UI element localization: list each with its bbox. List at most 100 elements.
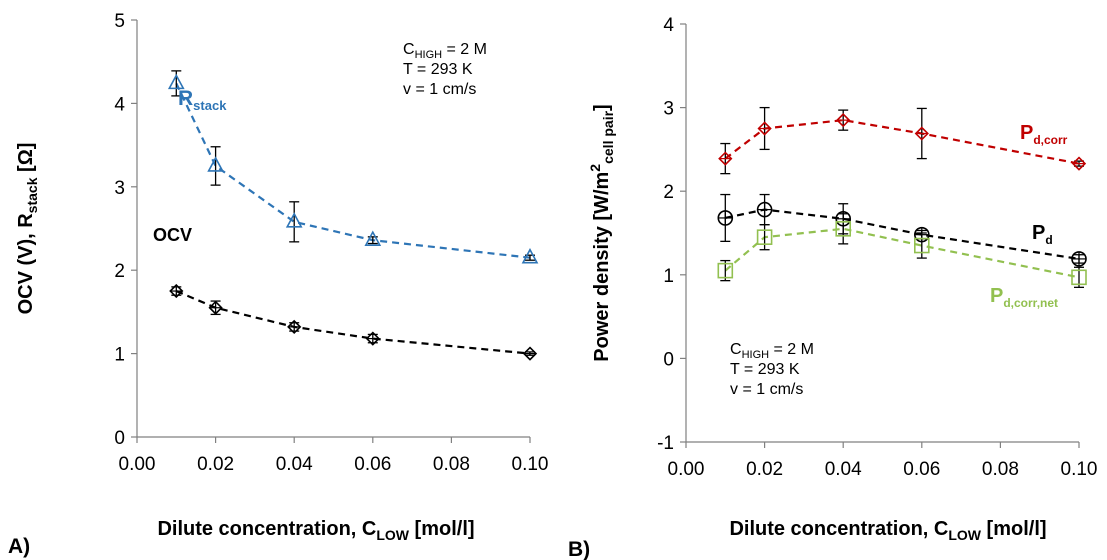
triangle-marker <box>207 156 224 172</box>
y-tick-label: 3 <box>114 178 125 199</box>
x-tick-label: 0.08 <box>433 454 470 475</box>
diamond-marker <box>287 319 302 335</box>
series-label: OCV <box>153 225 192 245</box>
square-marker <box>717 262 734 279</box>
series-0: Pd,corr <box>718 106 1087 175</box>
data-point <box>1071 269 1087 286</box>
x-tick-label: 0.00 <box>119 454 156 475</box>
x-tick-label: 0.06 <box>903 459 940 480</box>
series-label: Pd <box>1032 222 1053 247</box>
series-line <box>175 82 531 259</box>
series-2: Pd,corr,net <box>717 213 1087 310</box>
chart-panel-a: 0 1 2 3 4 5 0.00 0.02 0.04 0.06 0.08 0.10 Dilute con… <box>8 11 548 558</box>
data-point <box>167 73 185 90</box>
panel-label: B) <box>568 538 590 560</box>
panel-label: A) <box>8 535 30 558</box>
data-point <box>169 283 184 299</box>
square-marker <box>756 229 773 245</box>
triangle-marker <box>285 212 303 228</box>
y-axis-label: Power density [W/m2cell pair] <box>587 104 616 361</box>
diamond-marker <box>718 151 733 166</box>
error-bar <box>210 146 221 186</box>
data-point <box>521 248 539 264</box>
y-tick-label: 5 <box>114 11 125 32</box>
data-point <box>717 210 734 226</box>
data-point <box>287 319 302 335</box>
data-point <box>756 229 773 245</box>
x-axis-label: Dilute concentration, CLOW [mol/l] <box>729 518 1046 543</box>
diamond-marker <box>757 121 772 136</box>
diamond-marker <box>169 283 184 299</box>
error-bar <box>289 201 300 243</box>
x-tick-label: 0.08 <box>982 459 1019 480</box>
x-tick-label: 0.10 <box>512 454 549 475</box>
data-point <box>717 262 734 279</box>
triangle-marker <box>167 73 185 90</box>
data-point <box>207 156 224 172</box>
series-line <box>175 290 531 355</box>
y-tick-label: 4 <box>663 15 674 36</box>
x-tick-label: 0.04 <box>276 454 313 475</box>
series-label: Pd,corr <box>1020 122 1068 147</box>
series-line <box>724 227 1080 279</box>
annotation-concentration: CHIGH = 2 M <box>403 41 487 61</box>
diamond-marker <box>1071 156 1087 171</box>
square-marker <box>1071 269 1087 286</box>
data-point <box>835 221 852 237</box>
series-label: Pd,corr,net <box>990 285 1058 310</box>
triangle-marker <box>521 248 539 264</box>
square-marker <box>835 221 852 237</box>
data-point <box>718 151 733 166</box>
x-tick-label: 0.02 <box>197 454 234 475</box>
y-tick-label: 4 <box>114 94 125 115</box>
series-label: Rstack <box>178 87 227 113</box>
error-bar <box>916 232 927 259</box>
data-point <box>364 230 382 246</box>
diamond-marker <box>365 331 380 346</box>
x-tick-label: 0.02 <box>746 459 783 480</box>
annotation-temperature: T = 293 K <box>730 361 800 378</box>
chart-panel-b: -1 0 1 2 3 4 0.00 0.02 0.04 0.06 0.08 0.10 Dilute co… <box>568 15 1097 560</box>
series-line <box>725 208 1080 261</box>
error-bar <box>759 223 770 251</box>
y-tick-label: 1 <box>114 345 125 366</box>
y-tick-label: -1 <box>657 433 674 454</box>
data-point <box>208 300 223 315</box>
x-tick-label: 0.06 <box>354 454 391 475</box>
annotation-concentration: CHIGH = 2 M <box>730 341 814 361</box>
y-tick-label: 3 <box>663 99 674 120</box>
triangle-marker <box>364 230 382 246</box>
data-point <box>1071 156 1087 171</box>
data-point <box>913 237 930 254</box>
y-tick-label: 0 <box>663 349 674 370</box>
annotation-velocity: v = 1 cm/s <box>403 81 476 98</box>
data-point <box>285 212 303 228</box>
data-point <box>836 113 851 128</box>
data-point <box>914 126 929 141</box>
annotation-velocity: v = 1 cm/s <box>730 381 803 398</box>
diamond-marker <box>836 113 851 128</box>
y-tick-label: 1 <box>663 266 674 287</box>
series-0: Rstack <box>167 70 539 264</box>
data-point <box>522 346 538 361</box>
square-marker <box>913 237 930 254</box>
x-axis-label: Dilute concentration, CLOW [mol/l] <box>157 518 474 543</box>
x-tick-label: 0.10 <box>1061 459 1098 480</box>
y-tick-label: 2 <box>663 182 674 203</box>
y-tick-label: 2 <box>114 261 125 282</box>
y-tick-label: 0 <box>114 428 125 449</box>
diamond-marker <box>208 300 223 315</box>
x-tick-label: 0.04 <box>825 459 862 480</box>
data-point <box>365 331 380 346</box>
x-tick-label: 0.00 <box>668 459 705 480</box>
y-axis-label: OCV (V), Rstack [Ω] <box>15 143 40 315</box>
data-point <box>756 201 773 218</box>
diamond-marker <box>522 346 538 361</box>
diamond-marker <box>914 126 929 141</box>
data-point <box>1071 251 1087 267</box>
series-1: Pd <box>717 193 1087 267</box>
series-1: OCV <box>153 225 538 361</box>
error-bar <box>838 213 849 245</box>
annotation-temperature: T = 293 K <box>403 61 473 78</box>
